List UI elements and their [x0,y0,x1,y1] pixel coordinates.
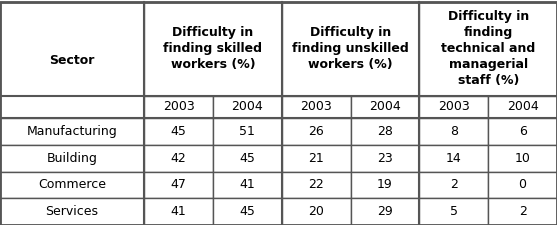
Bar [488,145,557,171]
Text: 10: 10 [515,152,530,165]
Text: Difficulty in
finding skilled
workers (%): Difficulty in finding skilled workers (%… [163,26,262,71]
Bar [488,118,557,145]
Text: 2004: 2004 [232,100,263,113]
Bar [144,171,213,198]
Text: 5: 5 [450,205,458,218]
Bar [350,118,419,145]
Bar [282,171,350,198]
Text: 22: 22 [309,178,324,191]
Text: Sector: Sector [50,54,95,67]
Bar [488,171,557,198]
Bar [350,171,419,198]
Bar [350,145,419,171]
Bar [213,198,282,225]
Text: 21: 21 [309,152,324,165]
Text: 51: 51 [240,125,255,138]
Bar [0,198,144,225]
Bar [144,2,282,96]
Text: Manufacturing: Manufacturing [27,125,118,138]
Bar [144,96,213,118]
Text: 2003: 2003 [163,100,194,113]
Text: 2003: 2003 [438,100,470,113]
Bar [0,145,144,171]
Text: 29: 29 [377,205,393,218]
Bar [282,2,419,96]
Bar [213,171,282,198]
Bar [419,171,488,198]
Text: 45: 45 [240,205,255,218]
Bar [0,2,144,118]
Bar [213,96,282,118]
Text: 0: 0 [519,178,526,191]
Text: Difficulty in
finding unskilled
workers (%): Difficulty in finding unskilled workers … [292,26,409,71]
Bar [0,118,144,145]
Text: 8: 8 [450,125,458,138]
Text: 2004: 2004 [369,100,401,113]
Bar [419,145,488,171]
Bar [350,96,419,118]
Bar [419,118,488,145]
Bar [213,145,282,171]
Bar [419,2,557,96]
Bar [282,118,350,145]
Bar [144,118,213,145]
Text: 2004: 2004 [507,100,539,113]
Bar [144,198,213,225]
Text: Difficulty in
finding
technical and
managerial
staff (%): Difficulty in finding technical and mana… [441,10,535,88]
Text: 19: 19 [377,178,393,191]
Bar [488,96,557,118]
Text: 47: 47 [170,178,187,191]
Bar [419,96,488,118]
Bar [419,198,488,225]
Bar [282,198,350,225]
Text: 23: 23 [377,152,393,165]
Bar [488,198,557,225]
Text: Building: Building [47,152,97,165]
Text: 2: 2 [519,205,526,218]
Text: 41: 41 [240,178,255,191]
Text: 28: 28 [377,125,393,138]
Text: 2: 2 [450,178,458,191]
Text: 6: 6 [519,125,526,138]
Text: 41: 41 [170,205,187,218]
Text: 45: 45 [170,125,187,138]
Text: Services: Services [46,205,99,218]
Text: 2003: 2003 [300,100,332,113]
Text: Commerce: Commerce [38,178,106,191]
Bar [350,198,419,225]
Bar [282,96,350,118]
Text: 42: 42 [170,152,187,165]
Text: 14: 14 [446,152,462,165]
Bar [0,171,144,198]
Bar [282,145,350,171]
Bar [213,118,282,145]
Bar [144,145,213,171]
Text: 26: 26 [309,125,324,138]
Text: 20: 20 [308,205,324,218]
Text: 45: 45 [240,152,255,165]
